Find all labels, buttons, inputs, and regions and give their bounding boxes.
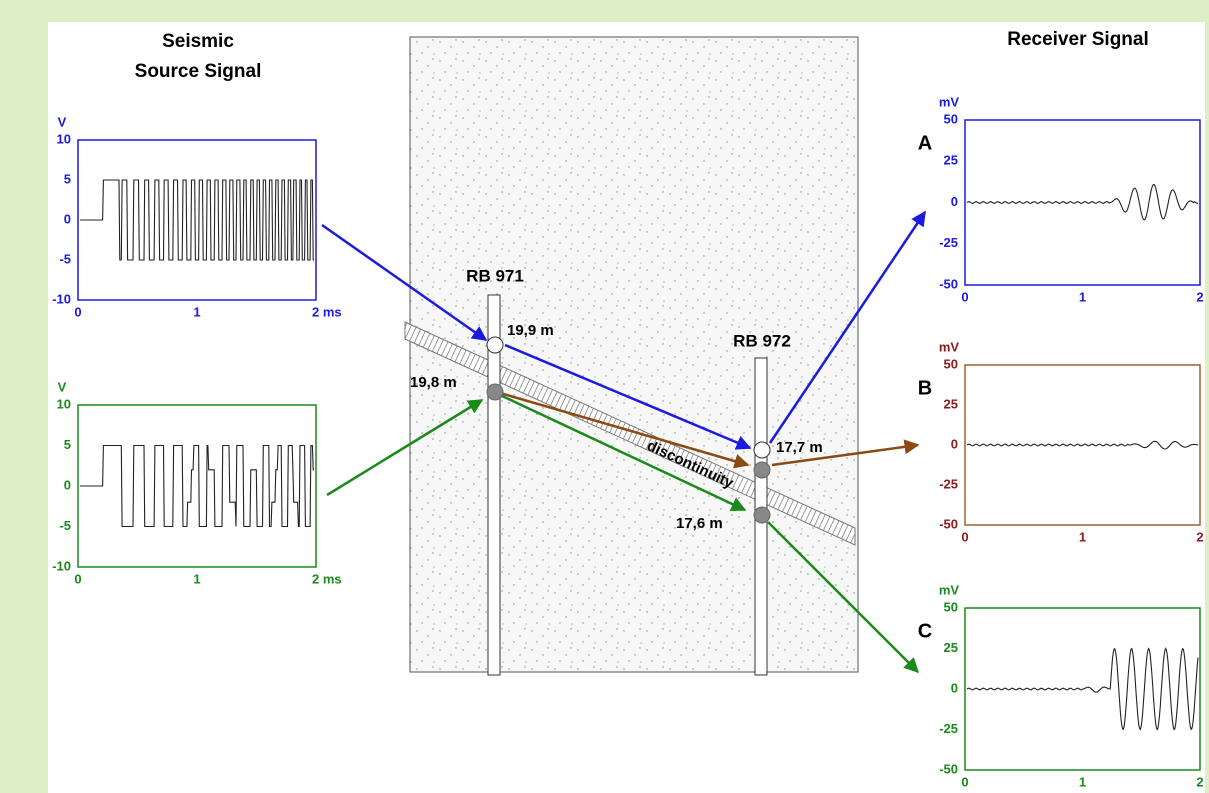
x-tick-label: 1 [1079, 774, 1086, 789]
borehole-label: RB 972 [733, 331, 791, 350]
plot-frame [78, 140, 316, 300]
receiver-label: B [918, 377, 932, 399]
y-tick-label: -5 [59, 518, 71, 533]
y-tick-label: 50 [944, 356, 958, 371]
depth-label: 17,6 m [676, 515, 723, 532]
x-tick-label: 2 ms [312, 571, 342, 586]
y-tick-label: 50 [944, 111, 958, 126]
y-tick-label: 10 [57, 131, 71, 146]
y-tick-label: 0 [64, 211, 71, 226]
receiver-label: C [918, 620, 932, 642]
point [754, 442, 770, 458]
x-tick-label: 0 [74, 304, 81, 319]
diagram: Seismic Source Signal Receiver Signal RB… [0, 0, 1209, 793]
unit-label: V [58, 114, 67, 129]
depth-label: 19,8 m [410, 374, 457, 391]
y-tick-label: 25 [944, 640, 958, 655]
y-tick-label: 0 [951, 680, 958, 695]
y-tick-label: -50 [939, 516, 958, 531]
unit-label: mV [939, 582, 960, 597]
point [754, 462, 770, 478]
rock-block [410, 37, 858, 672]
y-tick-label: -25 [939, 476, 958, 491]
x-tick-label: 2 ms [312, 304, 342, 319]
title: Seismic [162, 31, 234, 52]
y-tick-label: 0 [951, 194, 958, 209]
y-tick-label: -10 [52, 291, 71, 306]
y-tick-label: -50 [939, 276, 958, 291]
unit-label: mV [939, 94, 960, 109]
x-tick-label: 0 [961, 774, 968, 789]
y-tick-label: -25 [939, 235, 958, 250]
depth-label: 19,9 m [507, 322, 554, 339]
y-tick-label: -5 [59, 251, 71, 266]
y-tick-label: -50 [939, 761, 958, 776]
receiver-label: A [918, 132, 932, 154]
title: Receiver Signal [1007, 29, 1149, 50]
x-tick-label: 2 [1196, 529, 1203, 544]
plot-frame [78, 405, 316, 567]
x-tick-label: 0 [74, 571, 81, 586]
borehole-label: RB 971 [466, 266, 524, 285]
y-tick-label: 25 [944, 396, 958, 411]
y-tick-label: 5 [64, 437, 71, 452]
unit-label: V [58, 379, 67, 394]
x-tick-label: 0 [961, 289, 968, 304]
y-tick-label: 50 [944, 599, 958, 614]
y-tick-label: 5 [64, 171, 71, 186]
y-tick-label: 0 [64, 477, 71, 492]
y-tick-label: 0 [951, 436, 958, 451]
y-tick-label: 25 [944, 153, 958, 168]
unit-label: mV [939, 339, 960, 354]
x-tick-label: 1 [1079, 529, 1086, 544]
y-tick-label: 10 [57, 396, 71, 411]
page: Seismic Source Signal Receiver Signal RB… [0, 0, 1209, 793]
x-tick-label: 2 [1196, 774, 1203, 789]
x-tick-label: 0 [961, 529, 968, 544]
point [487, 337, 503, 353]
x-tick-label: 1 [193, 571, 200, 586]
y-tick-label: -25 [939, 721, 958, 736]
point [487, 384, 503, 400]
y-tick-label: -10 [52, 558, 71, 573]
x-tick-label: 1 [1079, 289, 1086, 304]
point [754, 507, 770, 523]
depth-label: 17,7 m [776, 439, 823, 456]
x-tick-label: 1 [193, 304, 200, 319]
title: Source Signal [135, 61, 262, 82]
x-tick-label: 2 [1196, 289, 1203, 304]
